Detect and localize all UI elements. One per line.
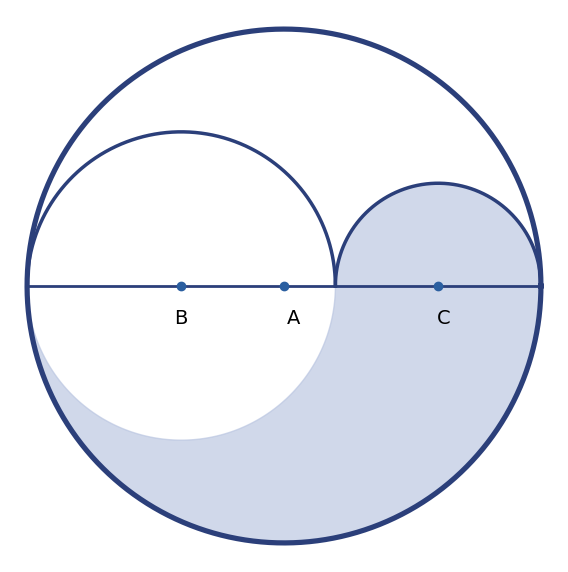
Text: C: C (436, 309, 450, 328)
Polygon shape (27, 183, 541, 543)
Text: B: B (174, 309, 188, 328)
Text: A: A (287, 309, 300, 328)
